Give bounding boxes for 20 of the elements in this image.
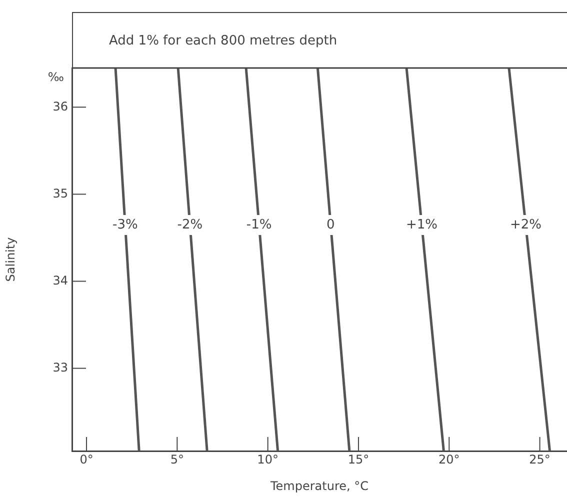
text: Add 1% for each 800 metres depth: [109, 33, 338, 48]
series-label: +2%: [510, 217, 542, 232]
x-axis-title: Temperature, °C: [269, 478, 369, 493]
y-tick-label: 36: [52, 99, 68, 114]
series-label: -3%: [112, 217, 138, 232]
x-tick-label: 0°: [80, 452, 94, 466]
series-label: -2%: [177, 217, 203, 232]
y-axis-title: Salinity: [3, 237, 18, 282]
series-label: 0: [326, 217, 335, 232]
y-tick-label: 33: [52, 360, 68, 374]
y-tick-label: 35: [52, 186, 68, 200]
x-tick-label: 20°: [438, 452, 460, 466]
x-tick-label: 10°: [257, 452, 278, 466]
x-tick-label: 25°: [529, 452, 550, 466]
x-tick-label: 5°: [170, 452, 184, 466]
x-tick-label: 15°: [348, 452, 370, 466]
y-tick-label: 34: [52, 273, 68, 288]
series-label: +1%: [406, 217, 438, 232]
text: ‰: [48, 70, 64, 84]
series-label: -1%: [246, 217, 272, 232]
